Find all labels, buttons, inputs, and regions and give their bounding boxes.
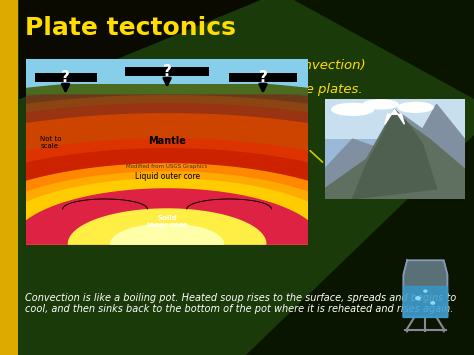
Bar <box>0 0 18 355</box>
Text: ?: ? <box>163 64 172 78</box>
Bar <box>26 59 308 159</box>
Polygon shape <box>0 81 474 244</box>
Text: Plate tectonics: Plate tectonics <box>25 16 236 40</box>
Text: · Gravity provides additional force to move plates.: · Gravity provides additional force to m… <box>29 83 363 97</box>
Polygon shape <box>0 139 463 244</box>
Text: Modified from USGS Graphics: Modified from USGS Graphics <box>127 164 208 169</box>
Text: Not to
scale: Not to scale <box>40 136 62 149</box>
Polygon shape <box>353 109 437 199</box>
Ellipse shape <box>332 103 374 115</box>
Polygon shape <box>403 260 447 317</box>
Text: Mantle: Mantle <box>148 136 186 146</box>
Circle shape <box>424 290 427 292</box>
Polygon shape <box>0 89 474 244</box>
Text: Liquid outer core: Liquid outer core <box>135 173 200 181</box>
Polygon shape <box>385 109 404 124</box>
Text: · Plates are driven by cooling of Earth (convection): · Plates are driven by cooling of Earth … <box>29 59 366 72</box>
Bar <box>125 67 210 76</box>
Polygon shape <box>0 179 350 244</box>
Polygon shape <box>294 0 474 99</box>
Text: ?: ? <box>258 70 267 84</box>
Polygon shape <box>0 81 344 94</box>
Ellipse shape <box>363 100 398 109</box>
Bar <box>26 59 308 84</box>
Polygon shape <box>0 114 474 244</box>
Polygon shape <box>0 104 474 244</box>
Circle shape <box>416 297 420 300</box>
Polygon shape <box>68 209 266 244</box>
Bar <box>229 73 297 82</box>
Polygon shape <box>19 0 261 99</box>
Polygon shape <box>12 189 322 244</box>
Text: Convection is like a boiling pot. Heated soup rises to the surface, spreads and : Convection is like a boiling pot. Heated… <box>25 293 456 315</box>
Polygon shape <box>246 135 474 355</box>
Bar <box>325 99 465 139</box>
Polygon shape <box>0 172 370 244</box>
Bar <box>35 73 97 82</box>
Ellipse shape <box>398 102 433 112</box>
Polygon shape <box>0 164 392 244</box>
Text: ?: ? <box>61 70 70 84</box>
Polygon shape <box>325 104 465 199</box>
Polygon shape <box>0 149 435 244</box>
Bar <box>26 59 308 91</box>
Polygon shape <box>0 96 474 244</box>
Circle shape <box>431 302 435 304</box>
Text: Solid
inner core: Solid inner core <box>147 214 187 228</box>
Polygon shape <box>325 109 465 199</box>
Polygon shape <box>403 286 447 317</box>
Polygon shape <box>110 224 224 244</box>
